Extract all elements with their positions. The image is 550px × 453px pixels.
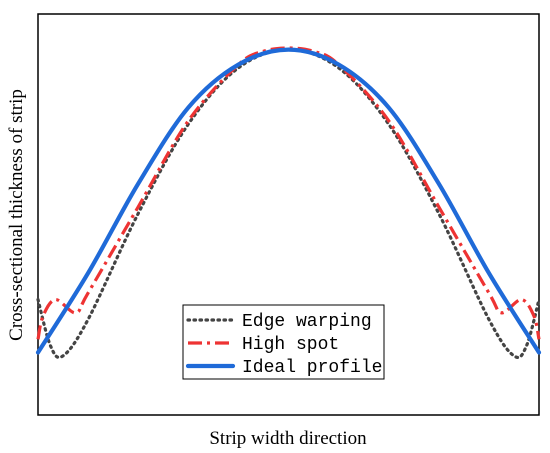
y-axis-label: Cross-sectional thickness of strip <box>6 89 27 341</box>
x-axis-label: Strip width direction <box>209 428 367 449</box>
legend: Edge warping High spot Ideal profile <box>182 304 385 380</box>
series-line-ideal-profile <box>35 47 542 355</box>
legend-label-ideal-profile: Ideal profile <box>242 358 382 378</box>
series-layer <box>35 46 542 360</box>
legend-label-high-spot: High spot <box>242 335 339 355</box>
legend-label-edge-warping: Edge warping <box>242 312 372 332</box>
